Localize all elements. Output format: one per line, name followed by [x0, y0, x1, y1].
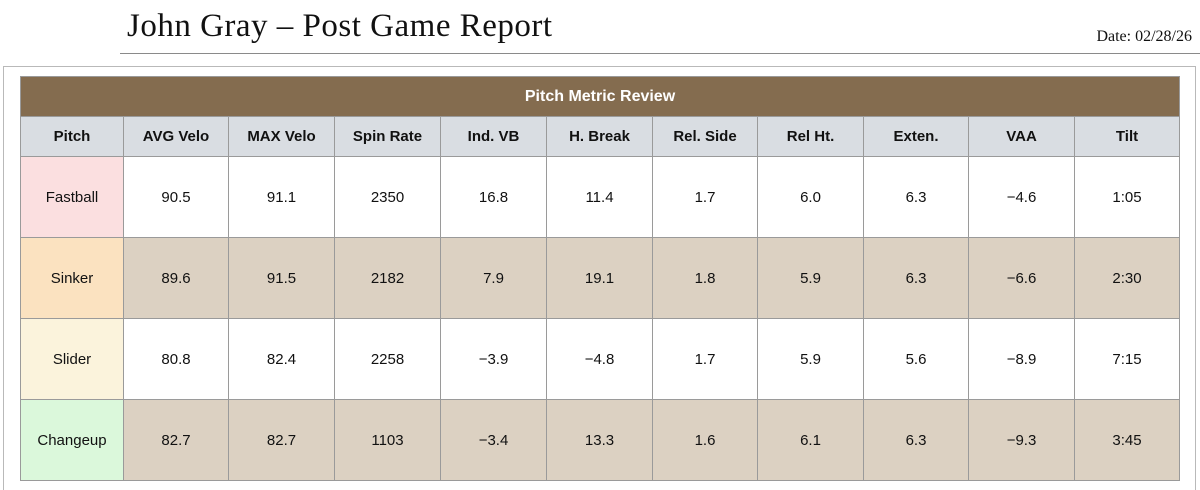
column-header-vaa: VAA	[968, 116, 1075, 157]
max-velo-cell: 82.4	[228, 318, 335, 400]
tilt-cell: 3:45	[1073, 399, 1181, 481]
spin-rate-cell: 1103	[334, 399, 441, 481]
avg-velo-cell: 89.6	[123, 237, 229, 319]
table-banner: Pitch Metric Review	[19, 76, 1181, 117]
tilt-cell: 1:05	[1073, 156, 1181, 238]
h-break-cell: 19.1	[546, 237, 653, 319]
max-velo-cell: 91.1	[228, 156, 335, 238]
max-velo-cell: 91.5	[228, 237, 335, 319]
spin-rate-cell: 2350	[334, 156, 441, 238]
avg-velo-cell: 90.5	[123, 156, 229, 238]
column-header-spin-rate: Spin Rate	[334, 116, 441, 157]
column-header-avg-velo: AVG Velo	[123, 116, 229, 157]
exten-cell: 6.3	[863, 237, 969, 319]
column-header-ind-vb: Ind. VB	[440, 116, 547, 157]
rel-side-cell: 1.7	[652, 318, 758, 400]
column-header-max-velo: MAX Velo	[228, 116, 335, 157]
column-header-h-break: H. Break	[546, 116, 653, 157]
h-break-cell: 11.4	[546, 156, 653, 238]
rel-ht-cell: 6.1	[757, 399, 864, 481]
exten-cell: 6.3	[863, 156, 969, 238]
exten-cell: 6.3	[863, 399, 969, 481]
column-header-rel-side: Rel. Side	[652, 116, 758, 157]
ind-vb-cell: 7.9	[440, 237, 547, 319]
report-date: Date: 02/28/26	[1096, 28, 1192, 45]
column-header-tilt: Tilt	[1073, 116, 1181, 157]
pitch-name-cell: Slider	[20, 318, 124, 400]
ind-vb-cell: 16.8	[440, 156, 547, 238]
vaa-cell: −4.6	[968, 156, 1075, 238]
rel-ht-cell: 5.9	[757, 318, 864, 400]
h-break-cell: 13.3	[546, 399, 653, 481]
table-row-fastball: Fastball 90.5 91.1 2350 16.8 11.4 1.7 6.…	[20, 156, 1181, 238]
pitch-name-cell: Sinker	[20, 237, 124, 319]
tilt-cell: 7:15	[1073, 318, 1181, 400]
column-header-exten: Exten.	[863, 116, 969, 157]
spin-rate-cell: 2258	[334, 318, 441, 400]
tilt-cell: 2:30	[1073, 237, 1181, 319]
title-divider	[120, 53, 1200, 54]
rel-ht-cell: 5.9	[757, 237, 864, 319]
ind-vb-cell: −3.9	[440, 318, 547, 400]
pitch-name-cell: Fastball	[20, 156, 124, 238]
table-row-sinker: Sinker 89.6 91.5 2182 7.9 19.1 1.8 5.9 6…	[20, 237, 1181, 319]
avg-velo-cell: 80.8	[123, 318, 229, 400]
column-header-pitch: Pitch	[20, 116, 124, 157]
vaa-cell: −6.6	[968, 237, 1075, 319]
pitch-name-cell: Changeup	[20, 399, 124, 481]
table-row-slider: Slider 80.8 82.4 2258 −3.9 −4.8 1.7 5.9 …	[20, 318, 1181, 400]
vaa-cell: −9.3	[968, 399, 1075, 481]
table-row-changeup: Changeup 82.7 82.7 1103 −3.4 13.3 1.6 6.…	[20, 399, 1181, 481]
table-header-row: Pitch AVG Velo MAX Velo Spin Rate Ind. V…	[20, 116, 1181, 157]
ind-vb-cell: −3.4	[440, 399, 547, 481]
vaa-cell: −8.9	[968, 318, 1075, 400]
report-title: John Gray – Post Game Report	[127, 8, 553, 44]
h-break-cell: −4.8	[546, 318, 653, 400]
avg-velo-cell: 82.7	[123, 399, 229, 481]
rel-side-cell: 1.8	[652, 237, 758, 319]
rel-ht-cell: 6.0	[757, 156, 864, 238]
exten-cell: 5.6	[863, 318, 969, 400]
max-velo-cell: 82.7	[228, 399, 335, 481]
column-header-rel-ht: Rel Ht.	[757, 116, 864, 157]
pitch-metrics-table: Pitch Metric Review Pitch AVG Velo MAX V…	[19, 76, 1181, 481]
rel-side-cell: 1.6	[652, 399, 758, 481]
spin-rate-cell: 2182	[334, 237, 441, 319]
rel-side-cell: 1.7	[652, 156, 758, 238]
